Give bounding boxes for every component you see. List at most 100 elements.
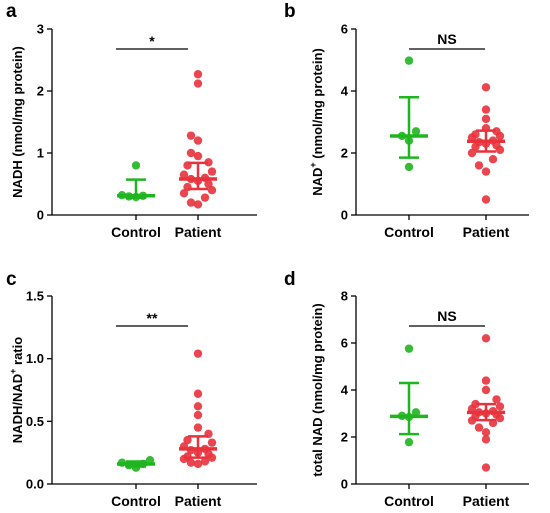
panel-letter: d xyxy=(284,269,296,290)
data-point xyxy=(204,158,213,167)
category-label-patient: Patient xyxy=(175,224,222,240)
significance-label: ** xyxy=(147,310,158,326)
data-point xyxy=(193,151,203,161)
data-point xyxy=(183,435,192,445)
data-point xyxy=(207,438,217,447)
y-tick-label: 0 xyxy=(341,477,348,492)
series-patient xyxy=(467,334,505,472)
data-point xyxy=(495,131,505,141)
data-point xyxy=(404,56,414,65)
data-point xyxy=(193,402,203,411)
y-tick-label: 6 xyxy=(341,336,348,351)
y-tick-label: 4 xyxy=(341,383,349,398)
data-point xyxy=(481,334,491,343)
panel-a: a 0 1 2 3 Control Patient NADH (nmol/mg protein… xyxy=(6,1,257,240)
data-point xyxy=(131,161,141,170)
y-tick-label: 0.5 xyxy=(26,414,44,429)
data-point xyxy=(481,83,491,92)
y-tick-label: 2 xyxy=(37,84,44,99)
y-tick-label: 0.0 xyxy=(26,477,44,492)
data-point xyxy=(481,435,491,444)
data-point xyxy=(481,463,491,472)
data-point xyxy=(474,161,484,170)
data-point xyxy=(186,148,196,158)
y-tick-label: 1.5 xyxy=(26,289,44,304)
data-point xyxy=(193,136,203,145)
y-tick-label: 8 xyxy=(341,289,348,304)
y-tick-label: 4 xyxy=(341,84,349,99)
data-point xyxy=(193,349,203,358)
data-point xyxy=(495,414,505,423)
significance-label: NS xyxy=(437,308,456,324)
data-point xyxy=(193,459,203,469)
panel-c: c 0.0 0.5 1.0 1.5 Control Patient NADH/NAD+ rat… xyxy=(6,269,257,509)
series-patient xyxy=(179,70,217,209)
data-point xyxy=(186,198,196,207)
y-axis-label: NADH/NAD+ ratio xyxy=(8,337,25,443)
data-point xyxy=(204,179,213,189)
data-point xyxy=(193,200,203,209)
category-label-patient: Patient xyxy=(463,224,510,240)
data-point xyxy=(179,189,189,198)
data-point xyxy=(404,162,414,172)
series-control xyxy=(390,344,428,447)
data-point xyxy=(207,167,217,176)
y-tick-label: 6 xyxy=(341,22,348,37)
category-label-control: Control xyxy=(111,224,161,240)
data-point xyxy=(179,170,189,179)
data-point xyxy=(200,193,210,202)
series-control xyxy=(390,56,428,172)
y-tick-label: 0 xyxy=(37,208,44,223)
y-tick-label: 3 xyxy=(37,22,44,37)
data-point xyxy=(492,395,501,404)
category-label-patient: Patient xyxy=(175,493,222,509)
panel-letter: c xyxy=(6,269,17,290)
data-point xyxy=(467,416,477,425)
data-point xyxy=(474,423,484,432)
data-point xyxy=(481,195,491,204)
y-axis-label: total NAD (nmol/mg protein) xyxy=(310,303,325,476)
panel-letter: a xyxy=(6,1,17,22)
series-control xyxy=(117,455,155,472)
data-point xyxy=(471,142,480,151)
data-point xyxy=(411,408,421,417)
data-point xyxy=(495,402,505,411)
data-point xyxy=(186,458,196,467)
data-point xyxy=(207,186,217,195)
y-tick-label: 0 xyxy=(341,208,348,223)
data-point xyxy=(186,131,196,140)
y-tick-label: 2 xyxy=(341,146,348,161)
category-label-patient: Patient xyxy=(463,493,510,509)
category-label-control: Control xyxy=(384,493,434,509)
y-axis-label: NADH (nmol/mg protein) xyxy=(10,46,25,198)
data-point xyxy=(481,385,491,395)
data-point xyxy=(404,344,414,353)
data-point xyxy=(495,145,505,155)
significance-label: NS xyxy=(437,31,456,47)
panel-letter: b xyxy=(284,1,296,22)
data-point xyxy=(193,70,203,79)
data-point xyxy=(467,148,477,158)
y-tick-label: 1.0 xyxy=(26,351,44,366)
data-point xyxy=(481,114,491,124)
y-tick-label: 2 xyxy=(341,430,348,445)
data-point xyxy=(193,410,203,420)
category-label-control: Control xyxy=(384,224,434,240)
series-patient xyxy=(179,349,217,469)
panel-d: d 0 2 4 6 8 Control Patient total NAD (nmol/mg p… xyxy=(284,269,529,509)
series-control xyxy=(117,161,155,202)
significance-label: * xyxy=(149,33,155,49)
data-point xyxy=(193,79,203,88)
data-point xyxy=(179,454,189,464)
data-point xyxy=(481,428,491,437)
data-point xyxy=(481,376,491,385)
y-axis-label: NAD+ (nmol/mg protein) xyxy=(308,48,325,196)
data-point xyxy=(404,437,414,447)
series-patient xyxy=(467,83,505,204)
data-point xyxy=(488,155,498,164)
category-label-control: Control xyxy=(111,493,161,509)
data-point xyxy=(200,457,210,466)
data-point xyxy=(193,423,203,432)
data-point xyxy=(207,453,217,462)
